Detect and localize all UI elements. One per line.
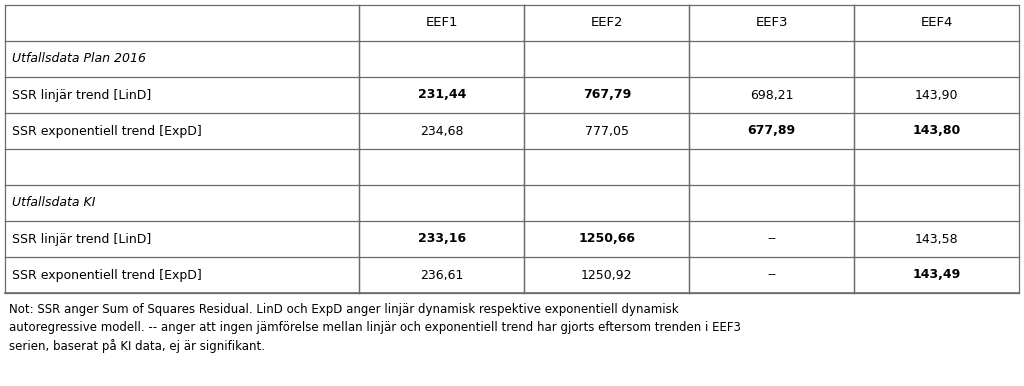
- Text: EEF1: EEF1: [426, 17, 458, 29]
- Text: 143,58: 143,58: [914, 232, 958, 245]
- Text: 143,49: 143,49: [912, 269, 961, 281]
- Text: Utfallsdata Plan 2016: Utfallsdata Plan 2016: [12, 52, 146, 66]
- Text: Not: SSR anger Sum of Squares Residual. LinD och ExpD anger linjär dynamisk resp: Not: SSR anger Sum of Squares Residual. …: [9, 303, 679, 317]
- Text: --: --: [767, 269, 776, 281]
- Text: 767,79: 767,79: [583, 88, 631, 102]
- Text: 1250,92: 1250,92: [581, 269, 633, 281]
- Text: autoregressive modell. -- anger att ingen jämförelse mellan linjär och exponenti: autoregressive modell. -- anger att inge…: [9, 322, 741, 335]
- Text: Utfallsdata KI: Utfallsdata KI: [12, 196, 95, 210]
- Text: 677,89: 677,89: [748, 125, 796, 137]
- Text: 231,44: 231,44: [418, 88, 466, 102]
- Text: serien, baserat på KI data, ej är signifikant.: serien, baserat på KI data, ej är signif…: [9, 339, 265, 353]
- Text: 236,61: 236,61: [420, 269, 464, 281]
- Text: SSR exponentiell trend [ExpD]: SSR exponentiell trend [ExpD]: [12, 269, 202, 281]
- Text: 234,68: 234,68: [420, 125, 464, 137]
- Text: EEF4: EEF4: [921, 17, 952, 29]
- Text: --: --: [767, 232, 776, 245]
- Text: 1250,66: 1250,66: [579, 232, 635, 245]
- Text: 143,90: 143,90: [914, 88, 958, 102]
- Text: EEF2: EEF2: [591, 17, 623, 29]
- Text: 698,21: 698,21: [750, 88, 794, 102]
- Text: SSR linjär trend [LinD]: SSR linjär trend [LinD]: [12, 232, 152, 245]
- Text: 143,80: 143,80: [912, 125, 961, 137]
- Text: 777,05: 777,05: [585, 125, 629, 137]
- Text: EEF3: EEF3: [756, 17, 787, 29]
- Text: SSR linjär trend [LinD]: SSR linjär trend [LinD]: [12, 88, 152, 102]
- Text: SSR exponentiell trend [ExpD]: SSR exponentiell trend [ExpD]: [12, 125, 202, 137]
- Text: 233,16: 233,16: [418, 232, 466, 245]
